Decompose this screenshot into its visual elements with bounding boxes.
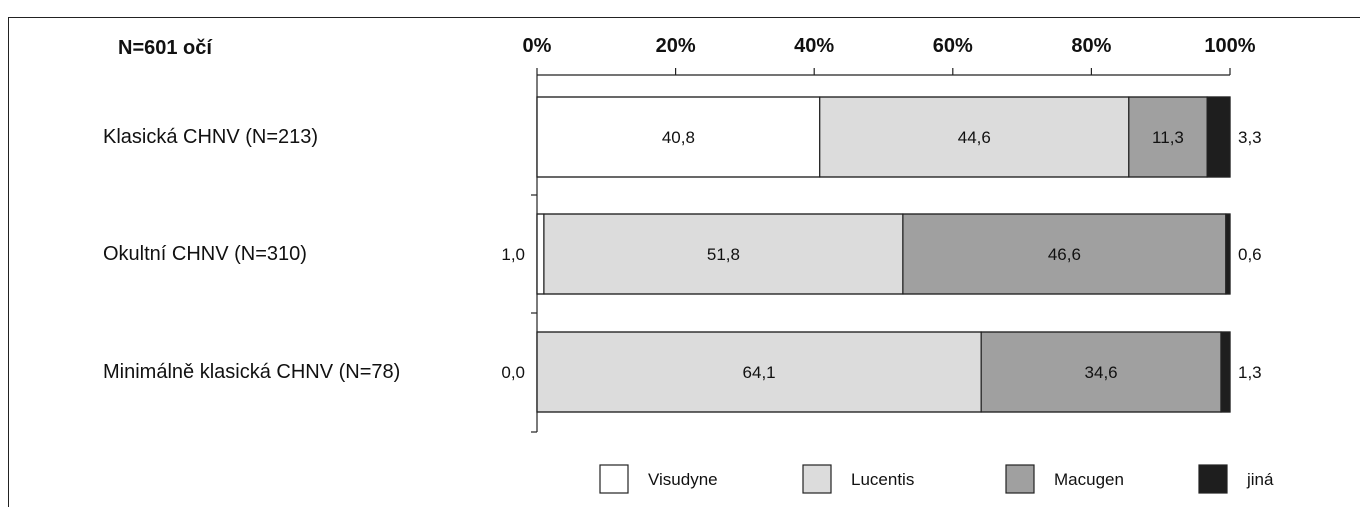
x-tick-label: 0% bbox=[523, 35, 552, 57]
x-tick-label: 60% bbox=[933, 35, 973, 57]
x-tick-label: 20% bbox=[656, 35, 696, 57]
data-label: 34,6 bbox=[1085, 363, 1118, 382]
bar-segment-jiná bbox=[1225, 213, 1231, 295]
data-label: 64,1 bbox=[743, 363, 776, 382]
bar-segment-macugen bbox=[980, 331, 1222, 413]
data-label: 0,0 bbox=[501, 363, 525, 382]
bar-segment-visudyne bbox=[536, 213, 545, 295]
legend-label: Macugen bbox=[1054, 470, 1124, 489]
legend-swatch bbox=[599, 464, 629, 494]
data-label: 44,6 bbox=[958, 128, 991, 147]
legend-swatch bbox=[1005, 464, 1035, 494]
legend-swatch bbox=[802, 464, 832, 494]
sample-size-note: N=601 očí bbox=[118, 37, 213, 59]
data-label: 1,3 bbox=[1238, 363, 1262, 382]
bar-segment-lucentis bbox=[819, 96, 1130, 178]
data-label: 46,6 bbox=[1048, 245, 1081, 264]
legend-label: Lucentis bbox=[851, 470, 914, 489]
data-label: 11,3 bbox=[1152, 128, 1184, 147]
chart-frame bbox=[8, 17, 1360, 507]
data-label: 40,8 bbox=[662, 128, 695, 147]
x-tick-label: 100% bbox=[1204, 35, 1255, 57]
category-label: Okultní CHNV (N=310) bbox=[103, 243, 307, 265]
category-label: Klasická CHNV (N=213) bbox=[103, 126, 318, 148]
legend-label: jiná bbox=[1246, 470, 1274, 489]
bar-outline bbox=[536, 213, 1231, 295]
x-tick-label: 40% bbox=[794, 35, 834, 57]
bar-segment-jiná bbox=[1206, 96, 1231, 178]
bar-segment-jiná bbox=[1220, 331, 1231, 413]
data-label: 51,8 bbox=[707, 245, 740, 264]
bar-segment-lucentis bbox=[536, 331, 982, 413]
category-label: Minimálně klasická CHNV (N=78) bbox=[103, 361, 400, 383]
bar-outline bbox=[536, 96, 1231, 178]
data-label: 1,0 bbox=[501, 245, 525, 264]
data-label: 0,6 bbox=[1238, 245, 1262, 264]
bar-outline bbox=[536, 331, 1231, 413]
x-tick-label: 80% bbox=[1071, 35, 1111, 57]
legend-swatch bbox=[1198, 464, 1228, 494]
legend-label: Visudyne bbox=[648, 470, 718, 489]
bar-segment-visudyne bbox=[536, 96, 821, 178]
bar-segment-macugen bbox=[902, 213, 1227, 295]
data-label: 3,3 bbox=[1238, 128, 1262, 147]
